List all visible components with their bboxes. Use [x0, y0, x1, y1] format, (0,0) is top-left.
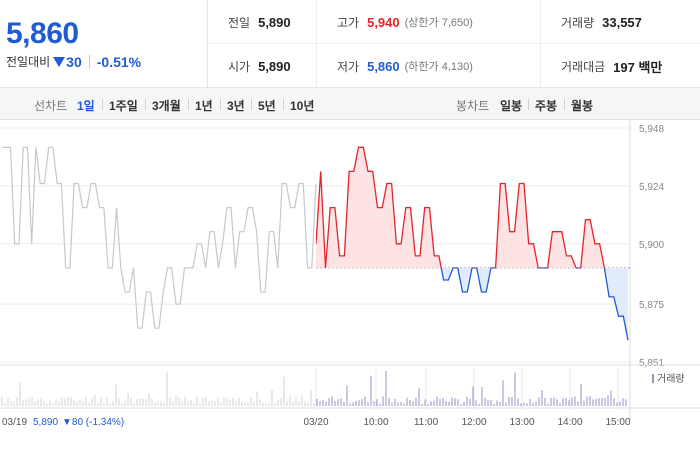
divider: [88, 54, 90, 69]
period-1day-tab[interactable]: 1일: [77, 99, 95, 113]
x-tick-label: 11:00: [414, 417, 439, 428]
period-1week-tab[interactable]: 1주일: [109, 99, 138, 113]
stat-label: 저가: [337, 59, 360, 74]
period-3year-tab[interactable]: 3년: [227, 99, 245, 113]
price-change-row: 전일대비 30 -0.51%: [6, 53, 141, 70]
divider: [220, 99, 221, 110]
stat-value: 5,860: [367, 58, 400, 74]
stat-value: 5,890: [258, 58, 291, 74]
x-tick-label: 10:00: [363, 417, 388, 428]
stat-label: 전일: [228, 15, 251, 30]
upper-limit: (상한가 7,650): [404, 17, 473, 29]
x-tick-label: 14:00: [557, 417, 582, 428]
divider: [564, 99, 565, 110]
candle-chart-label: 봉차트: [456, 99, 490, 113]
candle-daily-tab[interactable]: 일봉: [500, 99, 523, 113]
current-price-box: 5,860 전일대비 30 -0.51%: [0, 0, 208, 88]
prev-day-price-line: [2, 146, 317, 329]
stat-value: 5,890: [258, 14, 291, 30]
prev-day-date-label: 03/19: [2, 417, 27, 428]
y-tick-label: 5,924: [639, 182, 664, 193]
period-selector-bar: 선차트 1일 1주일 3개월 1년 3년 5년 10년 봉차트 일봉 주봉 월봉: [0, 88, 700, 120]
up-area-fill: [316, 147, 605, 268]
lower-limit: (하한가 4,130): [404, 61, 473, 73]
divider: [102, 99, 103, 110]
stat-value: 197 백만: [613, 59, 663, 75]
x-tick-label: 13:00: [509, 417, 534, 428]
change-amount: 30: [66, 53, 82, 70]
stock-summary: 5,860 전일대비 30 -0.51% 전일 5,890 고가 5,940 (…: [0, 0, 700, 88]
candle-monthly-tab[interactable]: 월봉: [571, 99, 594, 113]
prev-day-close-label: 5,890: [33, 417, 58, 428]
x-tick-label: 15:00: [605, 417, 630, 428]
down-triangle-icon: [53, 56, 66, 67]
y-tick-label: 5,875: [639, 300, 664, 311]
stat-open: 시가 5,890: [208, 44, 316, 88]
stat-volume: 거래량 33,557: [540, 0, 700, 44]
stat-row: 시가 5,890 저가 5,860 (하한가 4,130) 거래대금 197 백…: [208, 44, 700, 88]
period-10year-tab[interactable]: 10년: [290, 99, 315, 113]
divider: [251, 99, 252, 110]
stat-prev-close: 전일 5,890: [208, 0, 316, 44]
line-chart-label: 선차트: [34, 99, 68, 113]
stat-low: 저가 5,860 (하한가 4,130): [316, 44, 540, 88]
today-price-line-up: [316, 146, 606, 268]
stat-label: 거래량: [561, 15, 595, 30]
prev-day-change-label: ▼80 (-1.34%): [62, 417, 124, 428]
divider: [283, 99, 284, 110]
candle-weekly-tab[interactable]: 주봉: [535, 99, 558, 113]
stat-label: 거래대금: [561, 59, 606, 74]
stat-turnover: 거래대금 197 백만: [540, 44, 700, 88]
divider: [528, 99, 529, 110]
price-chart[interactable]: 5,948 5,924 5,900 5,875 5,851 03/20 10:00 11:00…: [0, 120, 700, 450]
stat-high: 고가 5,940 (상한가 7,650): [316, 0, 540, 44]
x-tick-label: 12:00: [461, 417, 486, 428]
stat-value: 33,557: [602, 14, 642, 30]
volume-legend-label: 거래량: [657, 373, 685, 385]
stat-label: 시가: [228, 59, 251, 74]
change-label: 전일대비: [6, 55, 51, 69]
change-rate: -0.51%: [96, 53, 142, 70]
stat-label: 고가: [337, 15, 360, 30]
period-1year-tab[interactable]: 1년: [195, 99, 213, 113]
divider: [188, 99, 189, 110]
x-tick-label: 03/20: [303, 417, 328, 428]
divider: [145, 99, 146, 110]
stat-grid: 전일 5,890 고가 5,940 (상한가 7,650) 거래량 33,557…: [208, 0, 700, 88]
stat-value: 5,940: [367, 14, 400, 30]
y-tick-label: 5,948: [639, 124, 664, 135]
stat-row: 전일 5,890 고가 5,940 (상한가 7,650) 거래량 33,557: [208, 0, 700, 44]
current-price: 5,860: [6, 17, 79, 50]
period-5year-tab[interactable]: 5년: [258, 99, 276, 113]
period-3month-tab[interactable]: 3개월: [152, 99, 181, 113]
price-chart-svg: 5,948 5,924 5,900 5,875 5,851 03/20 10:00 11:00…: [0, 120, 700, 428]
y-tick-label: 5,900: [639, 240, 664, 251]
y-tick-label: 5,851: [639, 358, 664, 369]
volume-legend-swatch: [652, 374, 654, 383]
